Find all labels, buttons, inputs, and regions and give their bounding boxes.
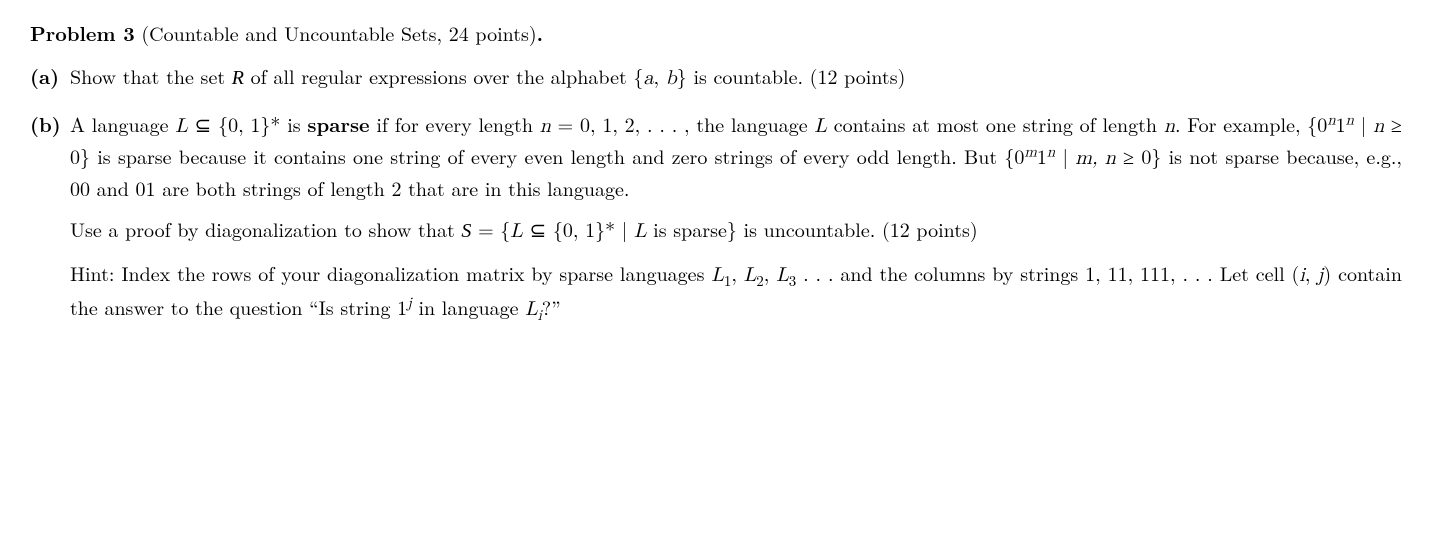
alpha-b: b <box>666 68 677 88</box>
part-b-p3: Hint: Index the rows of your diagonaliza… <box>70 258 1402 327</box>
text: Use a proof by diagonalization to show t… <box>70 214 461 243</box>
var-L: L <box>711 265 724 285</box>
text: ?” <box>542 292 561 321</box>
sup-n: n <box>1047 144 1055 159</box>
alpha-a: a <box>643 68 653 88</box>
problem-title: (Countable and Uncountable Sets, 24 poin… <box>141 18 536 47</box>
var-L: L <box>744 265 757 285</box>
var-L: L <box>776 265 789 285</box>
part-b: (b) A language L ⊆ {0, 1}* is sparse if … <box>30 109 1402 327</box>
part-a-body: Show that the set R of all regular expre… <box>70 61 1402 93</box>
text: 1 <box>1336 109 1346 138</box>
text: in language <box>412 292 525 321</box>
problem-period: . <box>537 18 543 47</box>
text: is sparse} is uncountable. (12 points) <box>646 214 977 243</box>
term-sparse: sparse <box>307 109 369 138</box>
sup-n: n <box>1327 112 1335 127</box>
text: Show that the set <box>70 61 232 90</box>
part-a-text: Show that the set R of all regular expre… <box>70 61 1402 93</box>
var-L: L <box>510 221 523 241</box>
sup-n: n <box>1346 112 1354 127</box>
text: , <box>653 61 665 90</box>
var-n: n <box>540 116 551 136</box>
part-a-label: (a) <box>30 61 70 93</box>
var-n: n <box>1164 116 1175 136</box>
text: | <box>1354 109 1373 138</box>
text: . . . <box>796 258 840 287</box>
part-b-label: (b) <box>30 109 70 327</box>
part-b-p2: Use a proof by diagonalization to show t… <box>70 214 1402 246</box>
var-L: L <box>525 299 538 319</box>
var-L: L <box>175 116 188 136</box>
sup-m: m <box>1024 144 1037 159</box>
text: if for every length <box>370 109 540 138</box>
var-L: L <box>814 116 827 136</box>
text: = 0, 1, 2, . . . , the language <box>551 109 815 138</box>
text: , <box>1305 258 1317 287</box>
cal-R: R <box>232 67 244 89</box>
text: 1 <box>1037 141 1047 170</box>
text: Hint: Index the rows of your diagonaliza… <box>70 258 711 287</box>
text: , <box>731 258 743 287</box>
text: ⊆ {0, 1}* is <box>188 109 308 138</box>
problem-label: Problem 3 <box>30 18 135 47</box>
text: . For example, {0 <box>1175 109 1327 138</box>
text: } is countable. (12 points) <box>677 61 906 90</box>
text: = { <box>471 214 510 243</box>
part-a: (a) Show that the set R of all regular e… <box>30 61 1402 93</box>
part-b-body: A language L ⊆ {0, 1}* is sparse if for … <box>70 109 1402 327</box>
text: | <box>1055 141 1075 170</box>
part-b-p1: A language L ⊆ {0, 1}* is sparse if for … <box>70 109 1402 202</box>
cal-S: S <box>461 220 471 242</box>
var-L: L <box>634 221 647 241</box>
text: ⊆ {0, 1}* | <box>523 214 634 243</box>
problem-header: Problem 3 (Countable and Uncountable Set… <box>30 18 1402 47</box>
text: , <box>764 258 776 287</box>
text: contains at most one string of length <box>827 109 1164 138</box>
var-n: n <box>1373 116 1384 136</box>
sub-2: 2 <box>756 270 764 291</box>
text: of all regular expressions over the alph… <box>244 61 643 90</box>
var-mn: m, n <box>1075 148 1116 168</box>
text: and the columns by strings 1, 11, 111, .… <box>840 258 1299 287</box>
text: A language <box>70 109 175 138</box>
